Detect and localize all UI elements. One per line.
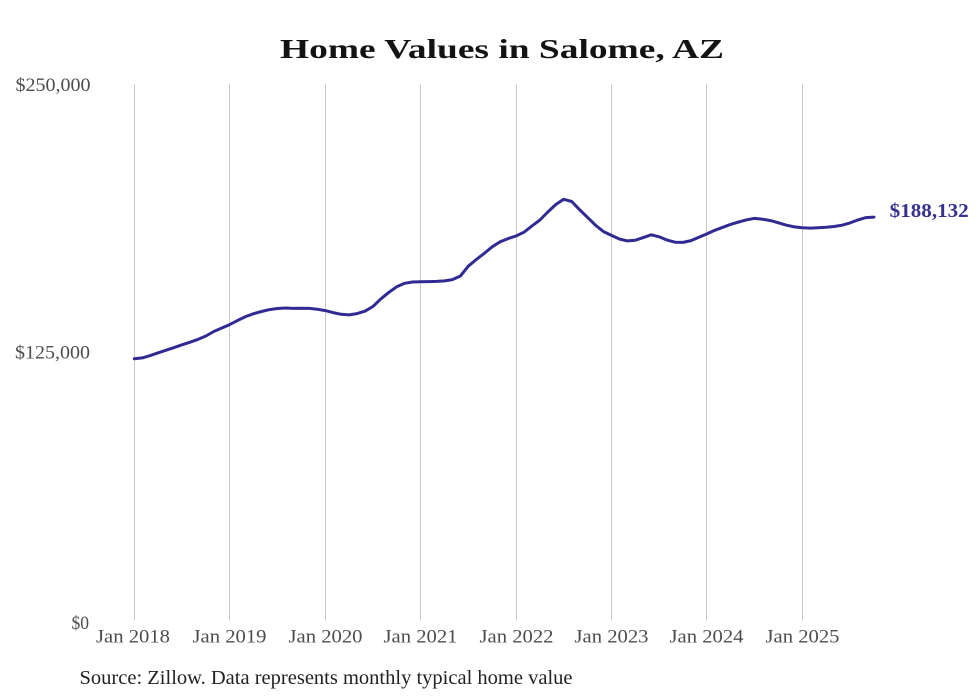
svg-text:$0: $0 [72, 614, 90, 634]
svg-text:Jan 2022: Jan 2022 [480, 627, 554, 648]
svg-text:Jan 2019: Jan 2019 [193, 627, 267, 648]
svg-text:Jan 2023: Jan 2023 [575, 627, 649, 648]
svg-text:$188,132: $188,132 [890, 201, 969, 222]
svg-text:Jan 2018: Jan 2018 [96, 627, 170, 648]
svg-text:$125,000: $125,000 [15, 344, 90, 364]
svg-text:Jan 2025: Jan 2025 [766, 627, 840, 648]
svg-text:Jan 2021: Jan 2021 [384, 627, 458, 648]
svg-text:Jan 2024: Jan 2024 [670, 627, 745, 648]
svg-text:$250,000: $250,000 [16, 76, 91, 96]
svg-text:Home Values in Salome, AZ: Home Values in Salome, AZ [280, 33, 724, 64]
svg-text:Jan 2020: Jan 2020 [289, 627, 363, 648]
svg-text:Source: Zillow. Data represent: Source: Zillow. Data represents monthly … [80, 667, 573, 689]
